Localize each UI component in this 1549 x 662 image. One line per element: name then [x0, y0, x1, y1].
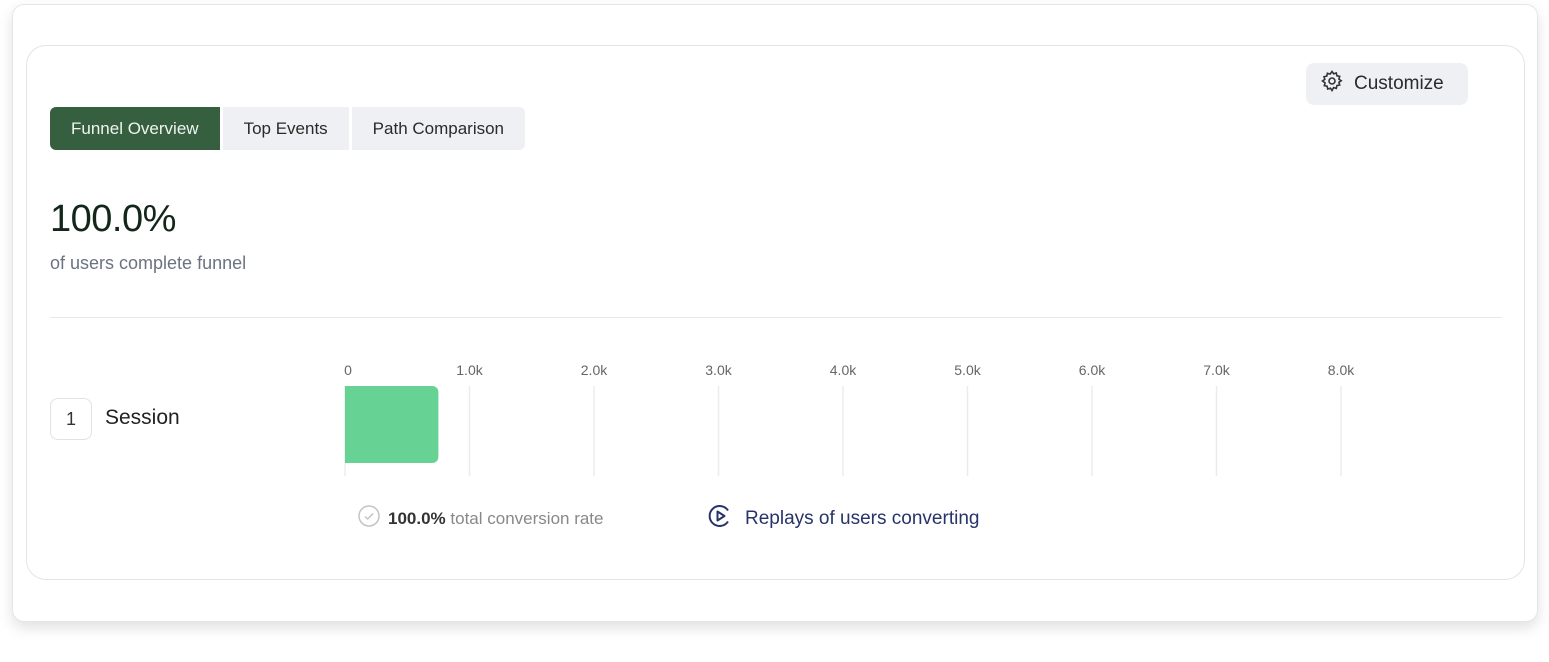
tick-label: 3.0k [705, 362, 732, 378]
tab-funnel-overview[interactable]: Funnel Overview [50, 107, 220, 150]
funnel-bar [345, 386, 439, 463]
conversion-caption: of users complete funnel [50, 253, 247, 273]
total-conversion: 100.0% total conversion rate [358, 505, 604, 532]
tick-label: 6.0k [1079, 362, 1106, 378]
conversion-headline: 100.0% [50, 198, 176, 240]
tick-label: 7.0k [1203, 362, 1230, 378]
tick-label: 8.0k [1328, 362, 1355, 378]
tick-label: 4.0k [830, 362, 857, 378]
tick-label: 5.0k [954, 362, 981, 378]
conversion-label: total conversion rate [450, 508, 604, 528]
tab-path-comparison[interactable]: Path Comparison [351, 107, 526, 150]
step-number-badge: 1 [50, 398, 92, 440]
customize-button[interactable]: Customize [1306, 63, 1468, 105]
gear-icon [1320, 69, 1344, 99]
divider [50, 317, 1502, 318]
replay-icon [707, 503, 733, 535]
tick-label: 0 [344, 362, 352, 378]
replays-label: Replays of users converting [745, 508, 980, 529]
step-label[interactable]: Session [105, 406, 180, 429]
tick-label: 1.0k [456, 362, 483, 378]
funnel-bar-edge [345, 386, 353, 463]
tab-top-events[interactable]: Top Events [222, 107, 349, 150]
customize-label: Customize [1354, 73, 1444, 94]
conversion-value: 100.0% [388, 508, 446, 528]
check-circle-icon [358, 505, 380, 532]
tick-label: 2.0k [581, 362, 608, 378]
replays-link[interactable]: Replays of users converting [707, 503, 979, 535]
tab-bar: Funnel Overview Top Events Path Comparis… [50, 107, 526, 150]
